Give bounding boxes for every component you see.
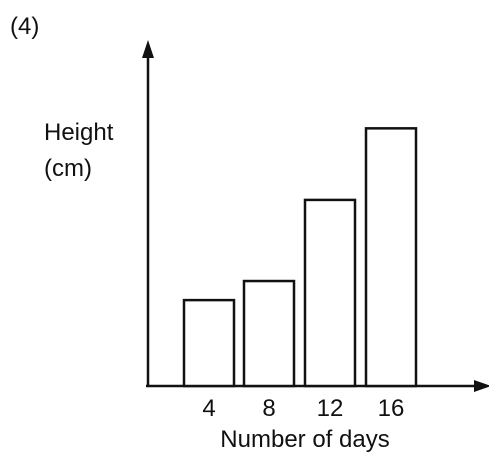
x-tick-label-8: 8 (262, 395, 275, 422)
bar-16 (364, 127, 418, 388)
x-tick-label-12: 12 (317, 395, 344, 422)
x-axis-arrow (474, 380, 489, 392)
bar-12 (303, 198, 357, 388)
x-tick-labels: 4 8 12 16 (202, 395, 404, 422)
y-axis-label-line2: (cm) (44, 155, 92, 182)
bars-group (182, 127, 418, 388)
question-label: (4) (10, 13, 39, 40)
x-tick-label-16: 16 (378, 395, 405, 422)
bar-4 (182, 298, 236, 388)
y-axis-label-line1: Height (44, 119, 114, 146)
x-tick-label-4: 4 (202, 395, 215, 422)
y-axis-arrow (142, 40, 154, 58)
x-axis-label: Number of days (220, 426, 389, 453)
bar-8 (242, 279, 296, 388)
